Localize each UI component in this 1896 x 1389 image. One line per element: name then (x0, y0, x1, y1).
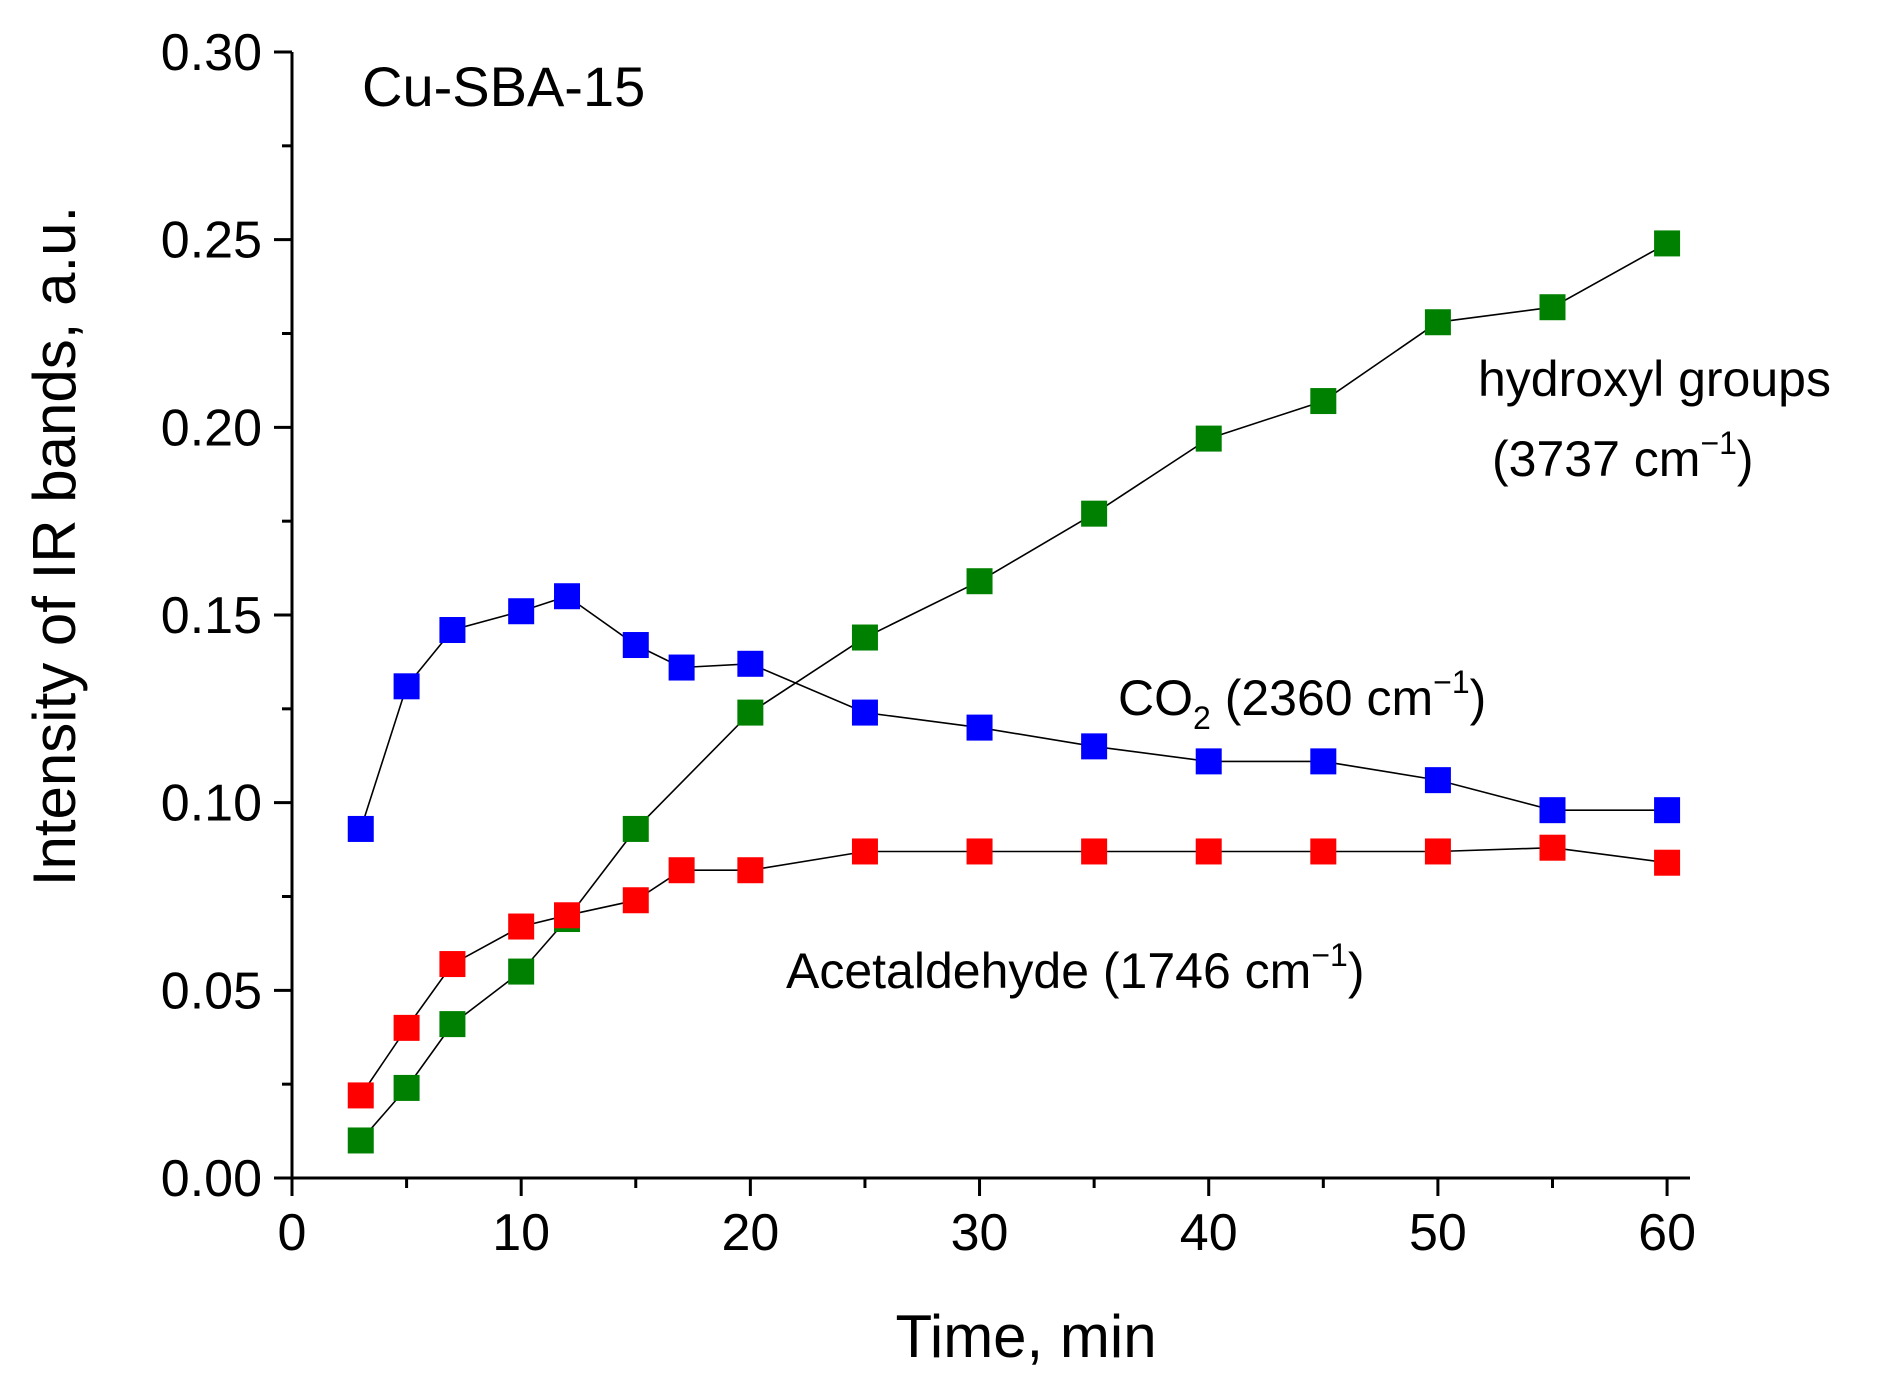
data-point-hydroxyl-groups (1310, 388, 1337, 415)
data-point-hydroxyl-groups (737, 699, 764, 726)
series-line-co2 (360, 595, 1668, 830)
annotation-hydroxyl-wavenumber: (3737 cm (1492, 431, 1700, 487)
annotation-hydroxyl-line2: (3737 cm−1) (1492, 425, 1754, 487)
data-point-hydroxyl-groups (851, 624, 878, 651)
annotation-co2-prefix: CO (1118, 670, 1193, 726)
data-point-acetaldehyde (1081, 838, 1108, 865)
data-point-hydroxyl-groups (622, 815, 649, 842)
data-point-hydroxyl-groups (1195, 425, 1222, 452)
data-point-acetaldehyde (737, 857, 764, 884)
data-point-acetaldehyde (851, 838, 878, 865)
data-point-hydroxyl-groups (966, 568, 993, 595)
data-point-co2 (1081, 733, 1108, 760)
data-point-co2 (1424, 767, 1451, 794)
data-point-co2 (1539, 797, 1566, 824)
data-point-co2 (347, 815, 374, 842)
data-point-hydroxyl-groups (1081, 500, 1108, 527)
data-point-acetaldehyde (1654, 849, 1681, 876)
data-point-co2 (393, 673, 420, 700)
annotation-co2-close: ) (1470, 670, 1487, 726)
data-point-hydroxyl-groups (439, 1011, 466, 1038)
annotation-acetaldehyde-wavenumber: Acetaldehyde (1746 cm (786, 943, 1311, 999)
annotation-co2-superscript: −1 (1433, 664, 1469, 700)
y-tick-label: 0.25 (161, 212, 262, 270)
annotation-acetaldehyde-superscript: −1 (1311, 937, 1347, 973)
data-point-hydroxyl-groups (347, 1127, 374, 1154)
x-tick-label: 0 (278, 1204, 307, 1262)
data-point-hydroxyl-groups (508, 958, 535, 985)
data-point-hydroxyl-groups (1654, 230, 1681, 257)
data-point-acetaldehyde (622, 887, 649, 914)
x-tick-label: 20 (721, 1204, 779, 1262)
data-point-acetaldehyde (508, 913, 535, 940)
data-point-co2 (1654, 797, 1681, 824)
data-point-hydroxyl-groups (1424, 309, 1451, 336)
data-point-co2 (851, 699, 878, 726)
data-point-co2 (668, 654, 695, 681)
x-tick-label: 40 (1180, 1204, 1238, 1262)
x-tick-label: 50 (1409, 1204, 1467, 1262)
data-point-co2 (966, 714, 993, 741)
annotation-co2-subscript: 2 (1193, 700, 1211, 736)
x-tick-label: 30 (951, 1204, 1009, 1262)
data-point-co2 (508, 598, 535, 625)
y-tick-label: 0.30 (161, 24, 262, 82)
annotation-acetaldehyde: Acetaldehyde (1746 cm−1) (786, 937, 1364, 999)
data-point-acetaldehyde (554, 902, 581, 929)
data-point-acetaldehyde (393, 1014, 420, 1041)
annotation-acetaldehyde-close: ) (1348, 943, 1365, 999)
y-tick-label: 0.05 (161, 962, 262, 1020)
data-point-acetaldehyde (1539, 834, 1566, 861)
annotation-hydroxyl-line1: hydroxyl groups (1478, 351, 1831, 407)
x-tick-label: 10 (492, 1204, 550, 1262)
data-point-co2 (439, 617, 466, 644)
x-axis-title: Time, min (895, 1303, 1156, 1370)
axes: 0.00 0.05 0.10 0.15 0.20 0.25 0.30 0 10 20 30 40 50 6… (161, 24, 1696, 1262)
data-point-co2 (554, 583, 581, 610)
x-tick-label: 60 (1638, 1204, 1696, 1262)
annotation-co2-wavenumber: (2360 cm (1211, 670, 1433, 726)
data-point-acetaldehyde (1310, 838, 1337, 865)
data-point-co2 (1310, 748, 1337, 775)
y-tick-label: 0.20 (161, 399, 262, 457)
y-tick-label: 0.00 (161, 1150, 262, 1208)
y-tick-label: 0.15 (161, 587, 262, 645)
annotation-co2: CO2 (2360 cm−1) (1118, 664, 1486, 736)
annotation-hydroxyl-close: ) (1737, 431, 1754, 487)
data-point-co2 (622, 632, 649, 659)
data-point-acetaldehyde (668, 857, 695, 884)
data-point-acetaldehyde (1424, 838, 1451, 865)
series-markers (347, 230, 1681, 1154)
data-point-acetaldehyde (966, 838, 993, 865)
y-tick-label: 0.10 (161, 775, 262, 833)
chart-title: Cu-SBA-15 (362, 55, 645, 118)
y-axis-title: Intensity of IR bands, a.u. (21, 206, 88, 886)
data-point-acetaldehyde (1195, 838, 1222, 865)
series-line-acetaldehyde (360, 846, 1668, 1096)
annotation-hydroxyl-superscript: −1 (1700, 425, 1736, 461)
data-point-acetaldehyde (347, 1082, 374, 1109)
data-point-acetaldehyde (439, 951, 466, 978)
data-point-co2 (737, 650, 764, 677)
data-point-co2 (1195, 748, 1222, 775)
data-point-hydroxyl-groups (393, 1074, 420, 1101)
data-point-hydroxyl-groups (1539, 294, 1566, 321)
